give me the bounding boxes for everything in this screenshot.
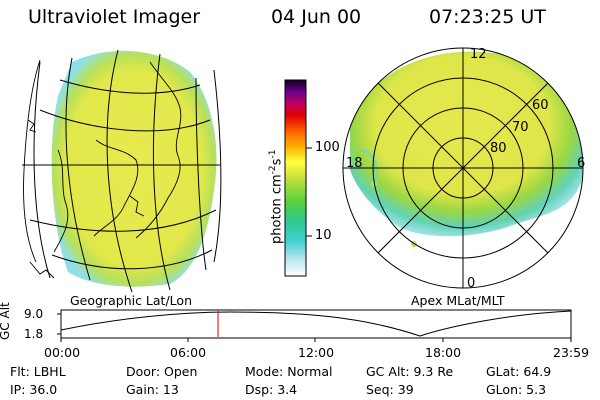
door-readout: Door: Open — [126, 364, 198, 379]
mlt-label-0: 0 — [467, 276, 476, 291]
altitude-ytick-top: 9.0 — [24, 307, 44, 321]
polar-grid — [342, 47, 584, 289]
polar-map-caption: Apex MLat/MLT — [411, 293, 505, 308]
mlt-label-6: 6 — [577, 156, 586, 171]
colorbar-gradient — [284, 79, 307, 277]
unit-sup-2: -1 — [268, 149, 278, 159]
mode-readout: Mode: Normal — [245, 364, 333, 379]
glat-readout: GLat: 64.9 — [486, 364, 552, 379]
time-tick-4: 23:59 — [553, 345, 590, 360]
instrument-title: Ultraviolet Imager — [28, 6, 201, 28]
gc-alt-readout: GC Alt: 9.3 Re — [366, 364, 454, 379]
mlat-label-80: 80 — [490, 141, 507, 156]
geographic-map-caption: Geographic Lat/Lon — [70, 293, 192, 308]
time-tick-2: 12:00 — [298, 345, 335, 360]
colorbar-label-100: 100 — [315, 140, 340, 155]
aurora-oval — [350, 51, 583, 237]
mlt-label-18: 18 — [346, 156, 363, 171]
altitude-plot-frame — [60, 309, 572, 339]
altitude-plot — [57, 309, 572, 342]
orbit-altitude-curve — [60, 310, 572, 337]
time-tick-1: 06:00 — [170, 345, 207, 360]
altitude-ytick-bottom: 1.8 — [24, 327, 44, 341]
altitude-ylabel: GC Alt — [0, 302, 12, 340]
ip-readout: IP: 36.0 — [10, 382, 58, 397]
colorbar-unit-label: photon cm-2s-1 — [266, 150, 284, 244]
colorbar-label-10: 10 — [315, 228, 332, 243]
gain-readout: Gain: 13 — [126, 382, 179, 397]
glon-readout: GLon: 5.3 — [486, 382, 547, 397]
mlt-label-12: 12 — [470, 47, 487, 62]
polar-map — [342, 47, 584, 289]
time-ticks — [60, 338, 572, 342]
observation-time: 07:23:25 UT — [429, 6, 546, 28]
unit-sup-1: -2 — [268, 165, 278, 175]
unit-base: photon cm — [269, 174, 285, 244]
mlat-label-70: 70 — [512, 120, 529, 135]
aurora-emission-geographic — [51, 50, 217, 287]
geographic-map — [22, 49, 222, 293]
time-tick-3: 18:00 — [425, 345, 462, 360]
filter-readout: Flt: LBHL — [10, 364, 66, 379]
lat-lon-grid — [22, 49, 222, 293]
mlat-label-60: 60 — [532, 98, 549, 113]
dsp-readout: Dsp: 3.4 — [245, 382, 298, 397]
intensity-colorbar — [284, 79, 312, 277]
observation-date: 04 Jun 00 — [271, 6, 362, 28]
coastline-outlines — [23, 59, 182, 279]
time-tick-0: 00:00 — [44, 345, 81, 360]
seq-readout: Seq: 39 — [366, 382, 414, 397]
unit-mid: s — [269, 158, 285, 166]
